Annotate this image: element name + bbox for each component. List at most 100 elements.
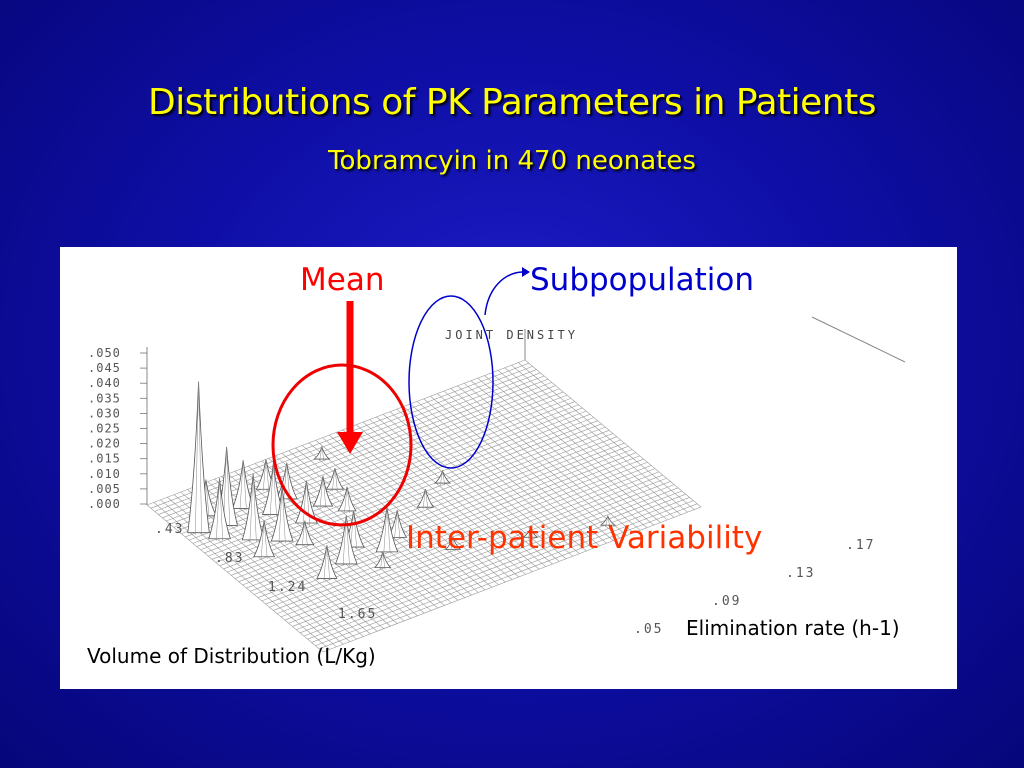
density-peak-ridge	[346, 486, 351, 513]
density-peak-ridge	[269, 463, 274, 517]
density-peak-ridge	[382, 552, 386, 570]
joint-density-surface-chart: .050.045.040.035.030 .025.020.015.010.005…	[87, 262, 906, 668]
density-peak-ridge	[260, 520, 265, 559]
grid-line-ke	[329, 434, 506, 583]
variability-label: Inter-patient Variability	[406, 520, 762, 556]
ke-tick-label: .17	[846, 538, 875, 553]
grid-line-ke	[322, 437, 499, 585]
z-tick-label: .050	[88, 346, 121, 360]
density-peak-ridge	[198, 381, 203, 535]
mean-cluster-circle	[271, 363, 413, 527]
density-peak-ridge	[263, 520, 268, 559]
vd-axis-label: Volume of Distribution (L/Kg)	[87, 644, 376, 668]
density-peak-ridge	[319, 475, 324, 509]
density-peak-ridge	[216, 478, 220, 541]
density-peak	[374, 550, 392, 568]
z-tick-label: .040	[88, 376, 121, 390]
grid-line-ke	[437, 393, 614, 541]
grid-line-ke	[410, 403, 587, 552]
ke-tick-label: .05	[634, 622, 663, 637]
density-peak	[337, 486, 357, 512]
grid-line-ke	[484, 375, 661, 523]
chart-panel: .050.045.040.035.030 .025.020.015.010.005…	[60, 247, 957, 689]
density-peak-ridge	[332, 468, 336, 492]
grid-line-ke	[146, 504, 324, 653]
z-tick-label: .010	[88, 467, 121, 481]
density-peak-ridge	[452, 537, 456, 552]
grid-line-ke	[518, 362, 695, 510]
grid-line-ke	[403, 406, 580, 554]
density-peak-ridge	[334, 468, 338, 492]
z-tick-label: .035	[88, 391, 121, 405]
grid-line-ke	[443, 390, 621, 539]
vd-tick-label: .43	[155, 522, 184, 537]
grid-line-ke	[491, 372, 668, 521]
density-peak-ridge	[605, 516, 609, 528]
density-peak	[325, 467, 345, 490]
density-peak-ridge	[425, 489, 429, 510]
density-peak-ridge	[326, 545, 331, 581]
density-peak-ridge	[396, 510, 401, 540]
grid-line-ke	[349, 427, 526, 575]
z-tick-label: .020	[88, 437, 121, 451]
grid-line-ke	[281, 452, 459, 601]
grid-line-ke	[423, 398, 600, 547]
grid-line-ke	[295, 447, 472, 596]
density-peak-ridge	[239, 460, 244, 511]
z-tick-label: .025	[88, 422, 121, 436]
density-peak-ridge	[450, 537, 454, 552]
grid-line-ke	[234, 471, 411, 619]
grid-line-ke	[356, 424, 533, 572]
grid-line-ke	[470, 380, 648, 528]
density-peak-ridge	[422, 489, 426, 510]
density-peak-ridge	[323, 545, 328, 581]
grid-line-ke	[315, 440, 492, 588]
subpopulation-label: Subpopulation	[530, 262, 754, 298]
density-peak-ridge	[607, 516, 611, 528]
ke-tick-label: .13	[786, 566, 815, 581]
ke-tick-label: .09	[712, 594, 741, 609]
grid-line-ke	[477, 377, 654, 526]
z-tick-label: .005	[88, 482, 121, 496]
vd-tick-label: 1.65	[338, 607, 377, 622]
density-peak-ridge	[319, 446, 323, 462]
subpopulation-arrow	[484, 271, 523, 316]
grid-line-ke	[389, 411, 567, 560]
subpopulation-circle	[408, 295, 494, 469]
density-peak-ridge	[440, 470, 443, 486]
grid-line-ke	[396, 408, 573, 557]
density-peak-ridge	[306, 480, 310, 525]
density-peak-ridge	[302, 480, 307, 525]
grid-line-ke	[180, 491, 357, 640]
subpopulation-arrow-head	[522, 267, 530, 277]
density-peak-ridge	[195, 381, 199, 535]
density-peak-ridge	[262, 459, 267, 492]
grid-line-ke	[288, 450, 465, 598]
density-peak-ridge	[242, 460, 247, 511]
grid-line-ke	[497, 370, 675, 518]
density-peak-ridge	[528, 528, 531, 540]
ke-axis-label: Elimination rate (h-1)	[686, 616, 900, 640]
grid-line-ke	[416, 401, 594, 549]
slide-subtitle: Tobramcyin in 470 neonates	[328, 146, 696, 176]
grid-line-ke	[275, 455, 452, 604]
slide-title: Distributions of PK Parameters in Patien…	[148, 82, 877, 123]
density-peak-ridge	[322, 475, 327, 509]
density-peak-ridge	[226, 446, 231, 528]
density-peak-ridge	[273, 463, 277, 517]
grid-line-ke	[450, 388, 627, 536]
back-frame	[146, 316, 906, 505]
grid-line-ke	[153, 502, 330, 650]
density-peak-ridge	[380, 552, 384, 570]
grid-line-ke	[362, 421, 540, 570]
grid-line-ke	[302, 445, 479, 593]
density-peak-ridge	[304, 520, 308, 547]
z-tick-label: .045	[88, 361, 121, 375]
density-peak-ridge	[278, 486, 283, 544]
grid-line-ke	[369, 419, 546, 567]
density-peak-ridge	[321, 446, 325, 462]
density-peak	[313, 445, 331, 460]
vd-tick-label: 1.24	[268, 580, 307, 595]
grid-line-ke	[457, 385, 634, 534]
density-peak-ridge	[530, 528, 533, 540]
